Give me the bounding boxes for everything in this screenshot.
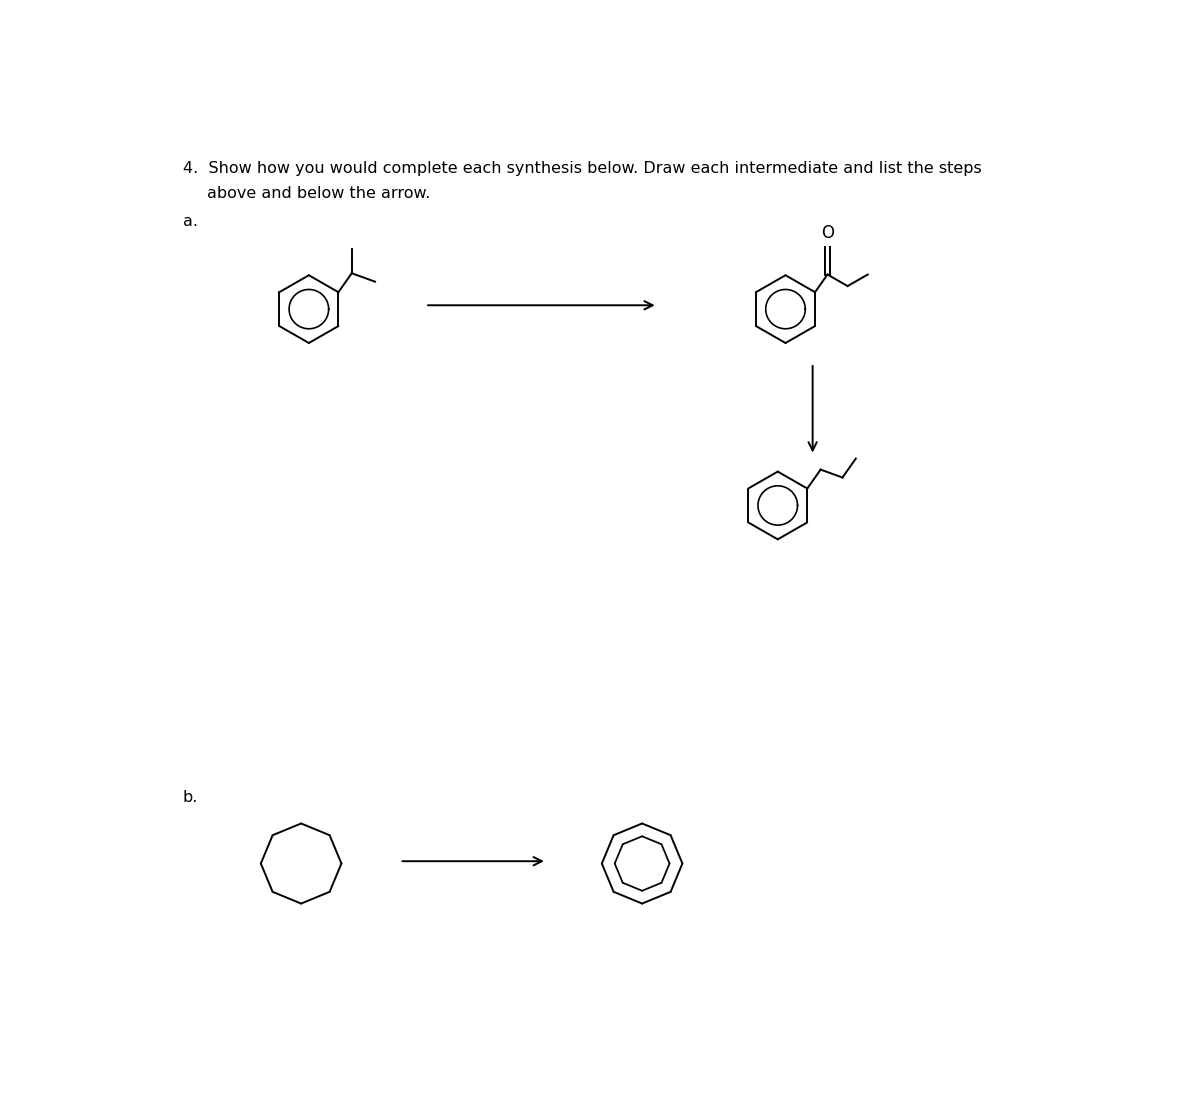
Text: b.: b. [182, 790, 198, 806]
Text: above and below the arrow.: above and below the arrow. [208, 186, 431, 201]
Text: 4.  Show how you would complete each synthesis below. Draw each intermediate and: 4. Show how you would complete each synt… [182, 160, 982, 176]
Text: a.: a. [182, 215, 198, 229]
Text: O: O [821, 224, 834, 243]
